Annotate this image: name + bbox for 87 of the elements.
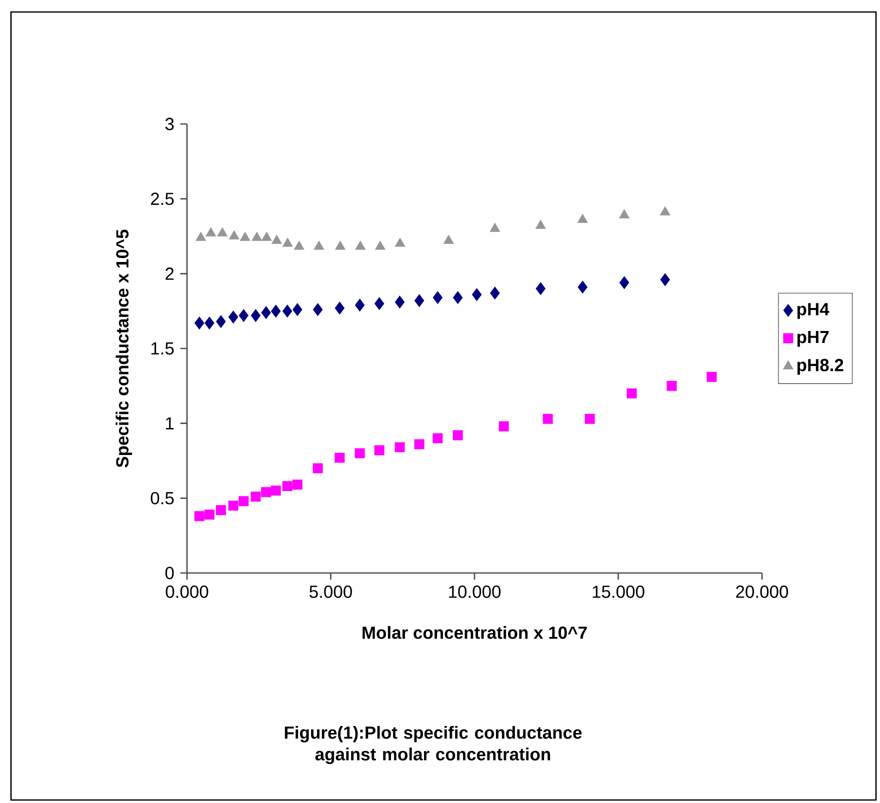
y-tick-label: 2: [166, 268, 174, 280]
point: [584, 414, 595, 424]
point: [490, 222, 500, 232]
legend-label: pH7: [797, 331, 829, 347]
point: [432, 433, 443, 444]
point: [228, 500, 238, 511]
point: [536, 220, 546, 229]
point: [272, 234, 282, 244]
point: [498, 421, 509, 432]
legend-label: pH4: [797, 303, 830, 319]
point: [354, 298, 365, 312]
point: [472, 288, 482, 301]
y-tick-label: 0: [165, 566, 174, 580]
point: [666, 380, 677, 391]
x-tick-label: 0.000: [166, 586, 208, 598]
point: [706, 372, 717, 382]
point: [204, 510, 214, 520]
point: [196, 232, 206, 241]
point: [619, 209, 630, 218]
point: [375, 240, 386, 250]
point: [238, 496, 249, 506]
point: [414, 439, 424, 450]
point: [354, 448, 365, 458]
point: [452, 430, 463, 440]
point: [444, 234, 454, 244]
point: [536, 282, 546, 295]
point: [270, 486, 281, 496]
point: [542, 414, 553, 424]
point: [271, 304, 281, 318]
point: [312, 303, 323, 316]
point: [206, 227, 216, 236]
point: [216, 505, 226, 516]
point: [250, 309, 261, 322]
point: [204, 316, 214, 330]
point: [252, 232, 262, 241]
point: [282, 304, 292, 318]
y-tick-label: 1: [166, 417, 174, 430]
point: [194, 511, 204, 522]
point: [394, 442, 405, 452]
x-tick-label: 10.000: [449, 586, 501, 598]
point: [229, 230, 240, 240]
point: [374, 297, 384, 310]
point: [334, 452, 345, 463]
point: [660, 273, 670, 286]
point: [490, 286, 500, 300]
y-axis-title: Specific conductance x 10^5: [116, 230, 132, 468]
point: [292, 480, 302, 490]
point: [216, 315, 226, 328]
point: [194, 316, 204, 330]
text: Figure(1):Plot specific conductance against molar concentration: [284, 726, 582, 764]
point: [394, 238, 406, 247]
point: [282, 481, 292, 492]
point: [355, 240, 366, 250]
x-tick-label: 15.000: [592, 586, 644, 598]
point: [578, 214, 588, 223]
y-tick-label: 0.5: [150, 492, 174, 504]
point: [414, 294, 424, 307]
point: [261, 487, 272, 498]
point: [394, 296, 405, 308]
point: [292, 303, 302, 316]
point: [335, 240, 346, 250]
point: [432, 291, 443, 304]
x-axis-title: Molar concentration x 10^7: [362, 626, 587, 639]
point: [619, 276, 630, 289]
point: [626, 388, 637, 398]
point: [238, 309, 248, 322]
point: [374, 445, 384, 456]
point: [314, 240, 324, 250]
y-tick-label: 2.5: [151, 192, 174, 206]
point: [228, 310, 238, 324]
point: [250, 492, 261, 502]
point: [660, 206, 670, 216]
point: [261, 306, 271, 319]
point: [452, 291, 463, 304]
x-tick-label: 5.000: [310, 586, 352, 598]
legend-label: pH8.2: [797, 358, 844, 375]
y-tick-label: 1.5: [151, 342, 174, 355]
x-tick-label: 20.000: [736, 586, 788, 598]
point: [262, 232, 272, 241]
y-tick-label: 3: [165, 118, 174, 130]
point: [312, 463, 323, 474]
point: [240, 232, 250, 241]
point: [334, 302, 344, 314]
point: [294, 240, 304, 250]
point: [217, 227, 228, 236]
point: [282, 238, 293, 247]
point: [578, 280, 588, 294]
